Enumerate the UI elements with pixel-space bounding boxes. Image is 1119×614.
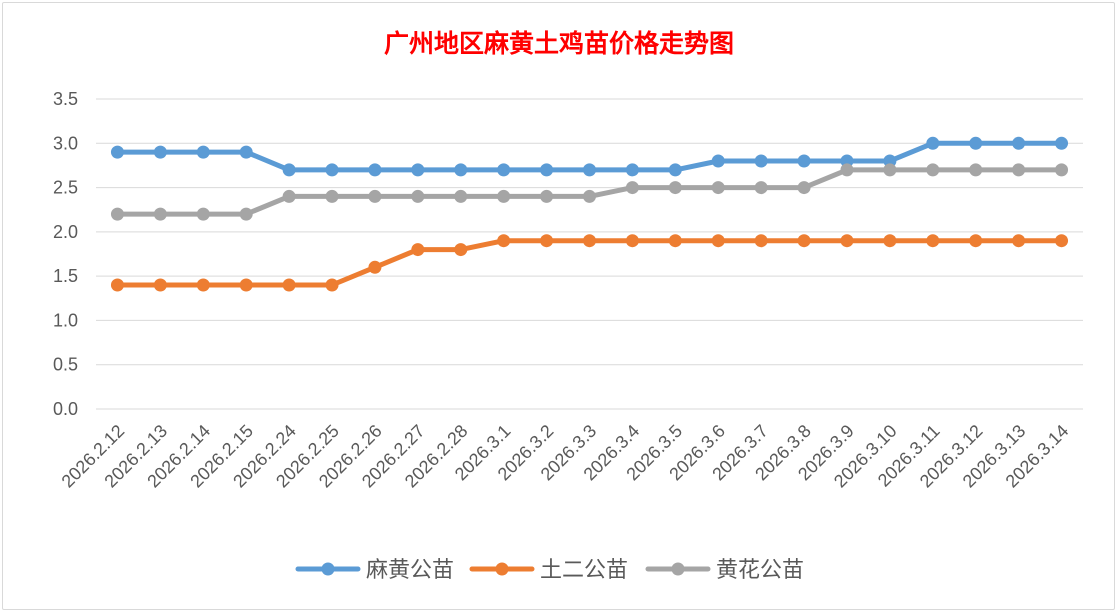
data-point <box>926 234 940 248</box>
data-point <box>153 207 167 221</box>
series-line <box>115 238 1064 288</box>
legend-item: 黄花公苗 <box>645 558 804 583</box>
legend: 麻黄公苗 土二公苗 黄花公苗 <box>295 558 804 583</box>
data-point <box>711 234 725 248</box>
data-point <box>1012 163 1026 177</box>
data-point <box>368 163 382 177</box>
data-point <box>840 234 854 248</box>
data-point <box>668 163 682 177</box>
data-point <box>325 278 339 292</box>
data-point <box>454 243 468 257</box>
data-point <box>239 145 253 159</box>
data-point <box>1055 234 1069 248</box>
data-point <box>540 234 554 248</box>
data-point <box>368 260 382 274</box>
data-point <box>1012 234 1026 248</box>
legend-label: 黄花公苗 <box>716 558 804 583</box>
gridlines <box>96 98 1083 410</box>
y-tick-label: 0.0 <box>53 399 78 419</box>
y-tick-label: 0.5 <box>53 355 78 375</box>
legend-swatch-marker <box>495 562 509 576</box>
data-point <box>711 154 725 168</box>
data-point <box>797 181 811 195</box>
data-point <box>110 145 124 159</box>
data-point <box>668 234 682 248</box>
data-point <box>754 154 768 168</box>
data-point <box>883 234 897 248</box>
data-point <box>754 234 768 248</box>
data-point <box>754 181 768 195</box>
data-point <box>583 189 596 203</box>
y-tick-label: 3.5 <box>53 89 78 109</box>
series-2 <box>110 234 1069 292</box>
data-point <box>325 189 339 203</box>
y-tick-label: 3.0 <box>53 133 78 153</box>
data-point <box>454 189 468 203</box>
legend-swatch-marker <box>321 562 335 576</box>
legend-label: 土二公苗 <box>540 558 628 583</box>
series-group <box>110 136 1069 292</box>
data-point <box>282 278 296 292</box>
data-point <box>454 163 468 177</box>
series-3 <box>110 163 1069 221</box>
data-point <box>625 163 639 177</box>
y-tick-label: 1.0 <box>53 310 78 330</box>
data-point <box>540 163 554 177</box>
data-point <box>411 189 425 203</box>
data-point <box>625 234 639 248</box>
legend-label: 麻黄公苗 <box>366 558 454 583</box>
data-point <box>325 163 339 177</box>
data-point <box>840 163 854 177</box>
data-point <box>926 136 940 150</box>
data-point <box>668 181 682 195</box>
data-point <box>1055 136 1069 150</box>
data-point <box>196 278 210 292</box>
data-point <box>196 145 210 159</box>
data-point <box>239 207 253 221</box>
data-point <box>969 136 983 150</box>
series-1 <box>110 136 1069 177</box>
data-point <box>497 163 511 177</box>
data-point <box>239 278 253 292</box>
y-tick-label: 2.0 <box>53 222 78 242</box>
data-point <box>368 189 382 203</box>
data-point <box>797 154 811 168</box>
data-point <box>153 145 167 159</box>
data-point <box>497 234 511 248</box>
data-point <box>926 163 940 177</box>
y-tick-label: 2.5 <box>53 178 78 198</box>
data-point <box>411 163 425 177</box>
data-point <box>1055 163 1069 177</box>
data-point <box>153 278 167 292</box>
data-point <box>883 163 897 177</box>
y-axis: 0.0 0.5 1.0 1.5 2.0 2.5 3.0 3.5 <box>53 89 78 419</box>
data-point <box>969 234 983 248</box>
data-point <box>1012 136 1026 150</box>
data-point <box>583 234 596 248</box>
x-axis: 2026.2.122026.2.132026.2.142026.2.152026… <box>58 421 1073 492</box>
legend-item: 土二公苗 <box>469 558 628 583</box>
data-point <box>110 278 124 292</box>
data-point <box>969 163 983 177</box>
data-point <box>711 181 725 195</box>
data-point <box>282 189 296 203</box>
data-point <box>583 163 596 177</box>
data-point <box>282 163 296 177</box>
legend-swatch-marker <box>671 562 685 576</box>
legend-item: 麻黄公苗 <box>295 558 454 583</box>
data-point <box>497 189 511 203</box>
chart-title: 广州地区麻黄土鸡苗价格走势图 <box>384 29 734 58</box>
data-point <box>411 243 425 257</box>
data-point <box>196 207 210 221</box>
data-point <box>797 234 811 248</box>
y-tick-label: 1.5 <box>53 266 78 286</box>
data-point <box>625 181 639 195</box>
data-point <box>540 189 554 203</box>
data-point <box>110 207 124 221</box>
